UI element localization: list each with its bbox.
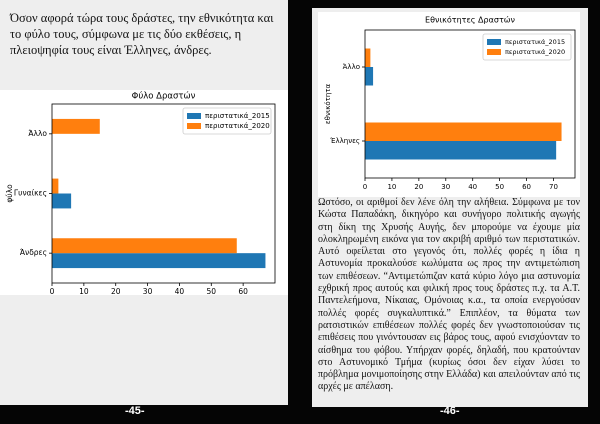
x-tick-label: 20 — [414, 183, 423, 191]
y-axis-label: φύλο — [5, 184, 14, 203]
x-tick-label: 10 — [387, 183, 396, 191]
chart: Εθνικότητες Δραστών εθνικότητα 0 10 20 30 40 50… — [318, 12, 580, 197]
bar — [52, 193, 72, 209]
y-tick-label: Άλλο — [343, 63, 360, 71]
x-tick-label: 70 — [549, 183, 558, 191]
x-tick-label: 50 — [207, 287, 217, 295]
bar — [52, 118, 100, 134]
x-tick-label: 50 — [495, 183, 504, 191]
bar — [52, 238, 237, 254]
x-tick-label: 30 — [143, 287, 153, 295]
y-tick-label: Άλλο — [28, 129, 47, 138]
paragraph: Ωστόσο, οι αριθμοί δεν λένε όλη την αλήθ… — [318, 197, 580, 393]
y-tick-label: Έλληνες — [329, 137, 360, 145]
bar — [365, 141, 557, 160]
x-tick-label: 60 — [238, 287, 248, 295]
x-tick-label: 40 — [468, 183, 477, 191]
bar — [365, 122, 562, 141]
legend-label: περιστατικά_2020 — [205, 122, 270, 130]
bar — [365, 48, 371, 67]
x-tick-label: 10 — [79, 287, 89, 295]
chart-title: Εθνικότητες Δραστών — [425, 15, 515, 25]
x-tick-label: 60 — [522, 183, 531, 191]
x-tick-label: 20 — [111, 287, 121, 295]
legend-label: περιστατικά_2020 — [505, 48, 565, 56]
legend-label: περιστατικά_2015 — [505, 38, 565, 46]
y-axis-label: εθνικότητα — [324, 83, 332, 124]
x-tick-label: 0 — [363, 183, 367, 191]
bar — [365, 67, 374, 86]
plot-frame — [364, 29, 576, 179]
y-tick-label: Γυναίκες — [14, 189, 47, 198]
legend-swatch — [187, 113, 201, 119]
page-number: -46- — [440, 405, 460, 417]
bar — [52, 178, 59, 194]
x-tick-label: 40 — [175, 287, 185, 295]
legend-label: περιστατικά_2015 — [205, 112, 270, 120]
bar — [52, 253, 266, 269]
x-tick-label: 0 — [50, 287, 55, 295]
y-tick-label: Άνδρες — [20, 248, 47, 257]
page-number: -45- — [125, 405, 145, 417]
legend-swatch — [487, 49, 501, 55]
legend-swatch — [187, 123, 201, 129]
legend-swatch — [487, 39, 501, 45]
paragraph: Όσον αφορά τώρα τους δράστες, την εθνικό… — [10, 11, 274, 57]
legend-box — [182, 107, 272, 135]
chart: Φύλο Δραστών φύλο 0 10 20 30 40 50 60 Άνδρες Γυναί… — [0, 90, 288, 295]
x-tick-label: 30 — [441, 183, 450, 191]
legend-box — [482, 33, 572, 61]
plot-frame — [51, 103, 276, 284]
chart-title: Φύλο Δραστών — [132, 91, 196, 102]
